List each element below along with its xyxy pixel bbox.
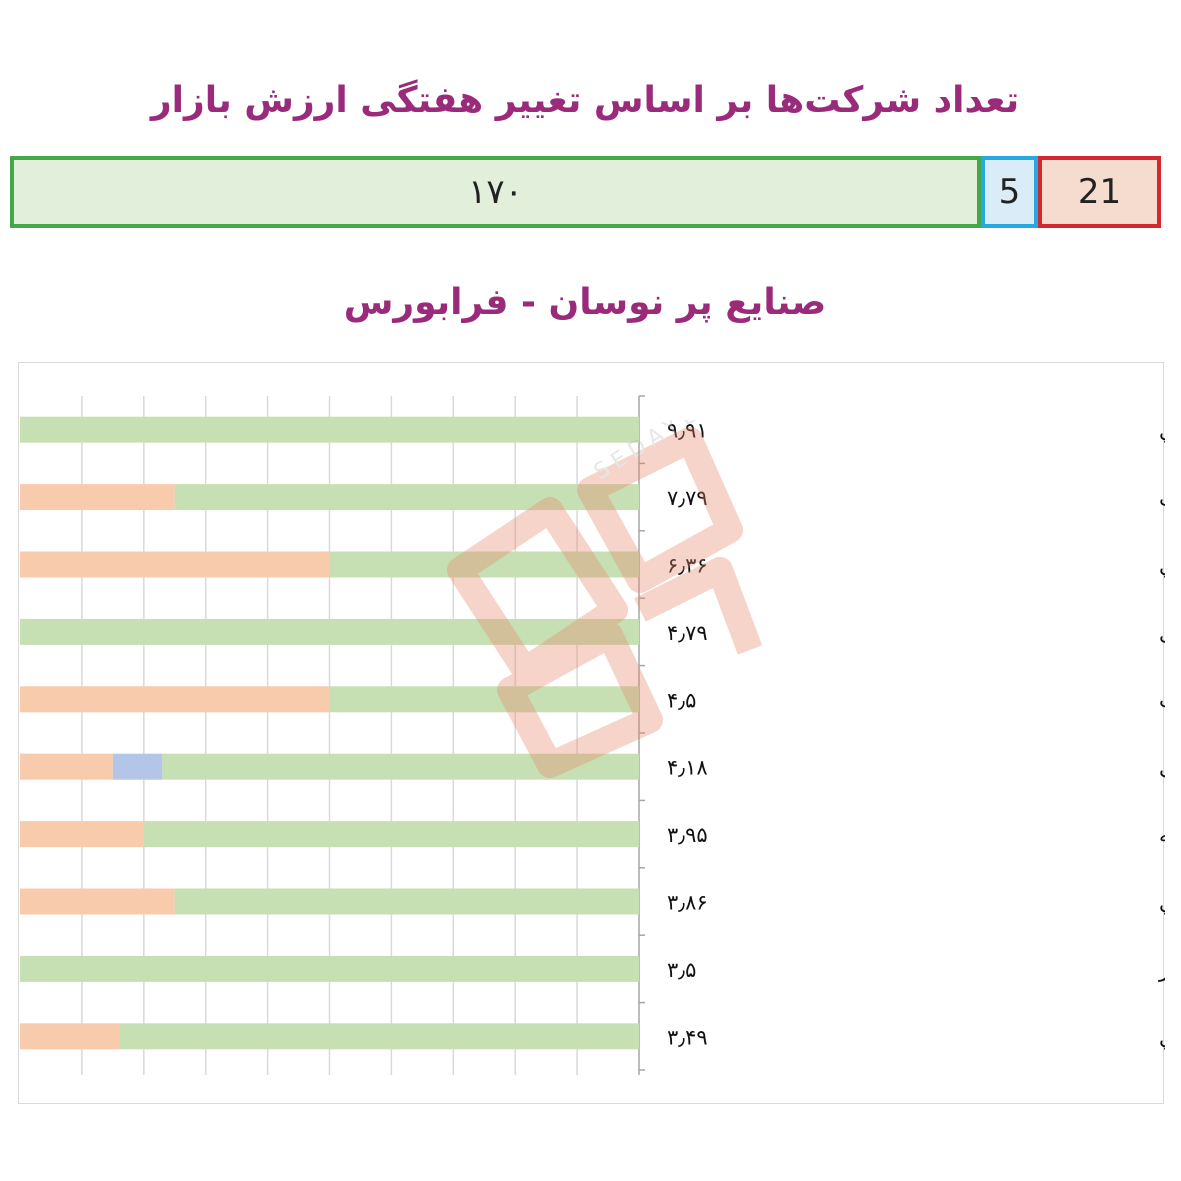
- down-count-box: 21: [1038, 156, 1161, 228]
- bar-segment-up: [119, 1023, 640, 1050]
- bar-segment-up: [20, 618, 639, 645]
- chart-frame: ۹٫۹۱ تولید ماشین آلات اداري، حسابداري و م…: [18, 362, 1165, 1104]
- category-label: مواد و محصولات دارویی: [1159, 756, 1165, 780]
- bar-segment-up: [174, 484, 639, 511]
- bar-segment-up: [143, 821, 640, 848]
- bar-segment-down: [20, 551, 330, 578]
- down-count-label: 21: [1077, 172, 1122, 212]
- bar-segment-up: [329, 551, 639, 578]
- category-label: ماشين آلات و دستگاه هاي برقي: [1159, 553, 1165, 578]
- bar-segment-up: [329, 686, 639, 713]
- bar-segment-flat: [112, 753, 163, 780]
- bar-segment-down: [20, 888, 175, 915]
- category-label: قند و شکر: [1158, 958, 1165, 982]
- bar-value-label: ۷٫۷۹: [667, 486, 708, 510]
- category-label: تولید ماشین آلات اداري، حسابداري و محاسب…: [1159, 418, 1165, 443]
- bar-value-label: ۳٫۴۹: [667, 1025, 708, 1049]
- up-count-label: ۱۷۰: [468, 172, 523, 212]
- category-label: مخابرات: [1159, 688, 1165, 712]
- category-label: استخراج ذغال سنگ: [1159, 486, 1165, 511]
- industry-bar-chart: ۹٫۹۱ تولید ماشین آلات اداري، حسابداري و م…: [20, 395, 1165, 1075]
- category-label: خرده فروشی به استثنای وسایل نقلیه: [1159, 823, 1165, 847]
- bar-value-label: ۴٫۵: [667, 688, 696, 712]
- flat-count-box: 5: [981, 156, 1038, 228]
- bar-segment-down: [20, 821, 144, 848]
- bar-value-label: ۳٫۸۶: [667, 891, 708, 915]
- bar-segment-down: [20, 686, 330, 713]
- bar-value-label: ۹٫۹۱: [667, 419, 708, 443]
- bar-value-label: ۴٫۱۸: [667, 756, 708, 780]
- category-label: محصولات غذايي و آشاميدني: [1159, 1024, 1165, 1049]
- bar-segment-up: [20, 955, 639, 982]
- bar-segment-down: [20, 753, 113, 780]
- flat-count-label: 5: [998, 172, 1021, 212]
- bar-value-label: ۳٫۵: [667, 958, 696, 982]
- bar-segment-down: [20, 484, 175, 511]
- bar-segment-up: [162, 753, 639, 780]
- bar-value-label: ۴٫۷۹: [667, 621, 708, 645]
- bar-segment-up: [174, 888, 639, 915]
- bar-segment-down: [20, 1023, 120, 1050]
- bar-segment-up: [20, 416, 639, 443]
- summary-title: تعداد شرکت‌ها بر اساس تغییر هفتگی ارزش ب…: [150, 80, 1020, 121]
- up-count-box: ۱۷۰: [10, 156, 981, 228]
- bar-value-label: ۳٫۹۵: [667, 823, 708, 847]
- bar-value-label: ۶٫۳۶: [667, 554, 708, 578]
- category-label: استخراج کانه های فلزی: [1159, 621, 1165, 646]
- category-label: فعاليت هاي جنبي مرتبط با واسطه گري مالي: [1159, 891, 1165, 915]
- chart-title: صنایع پر نوسان - فرابورس: [343, 282, 827, 323]
